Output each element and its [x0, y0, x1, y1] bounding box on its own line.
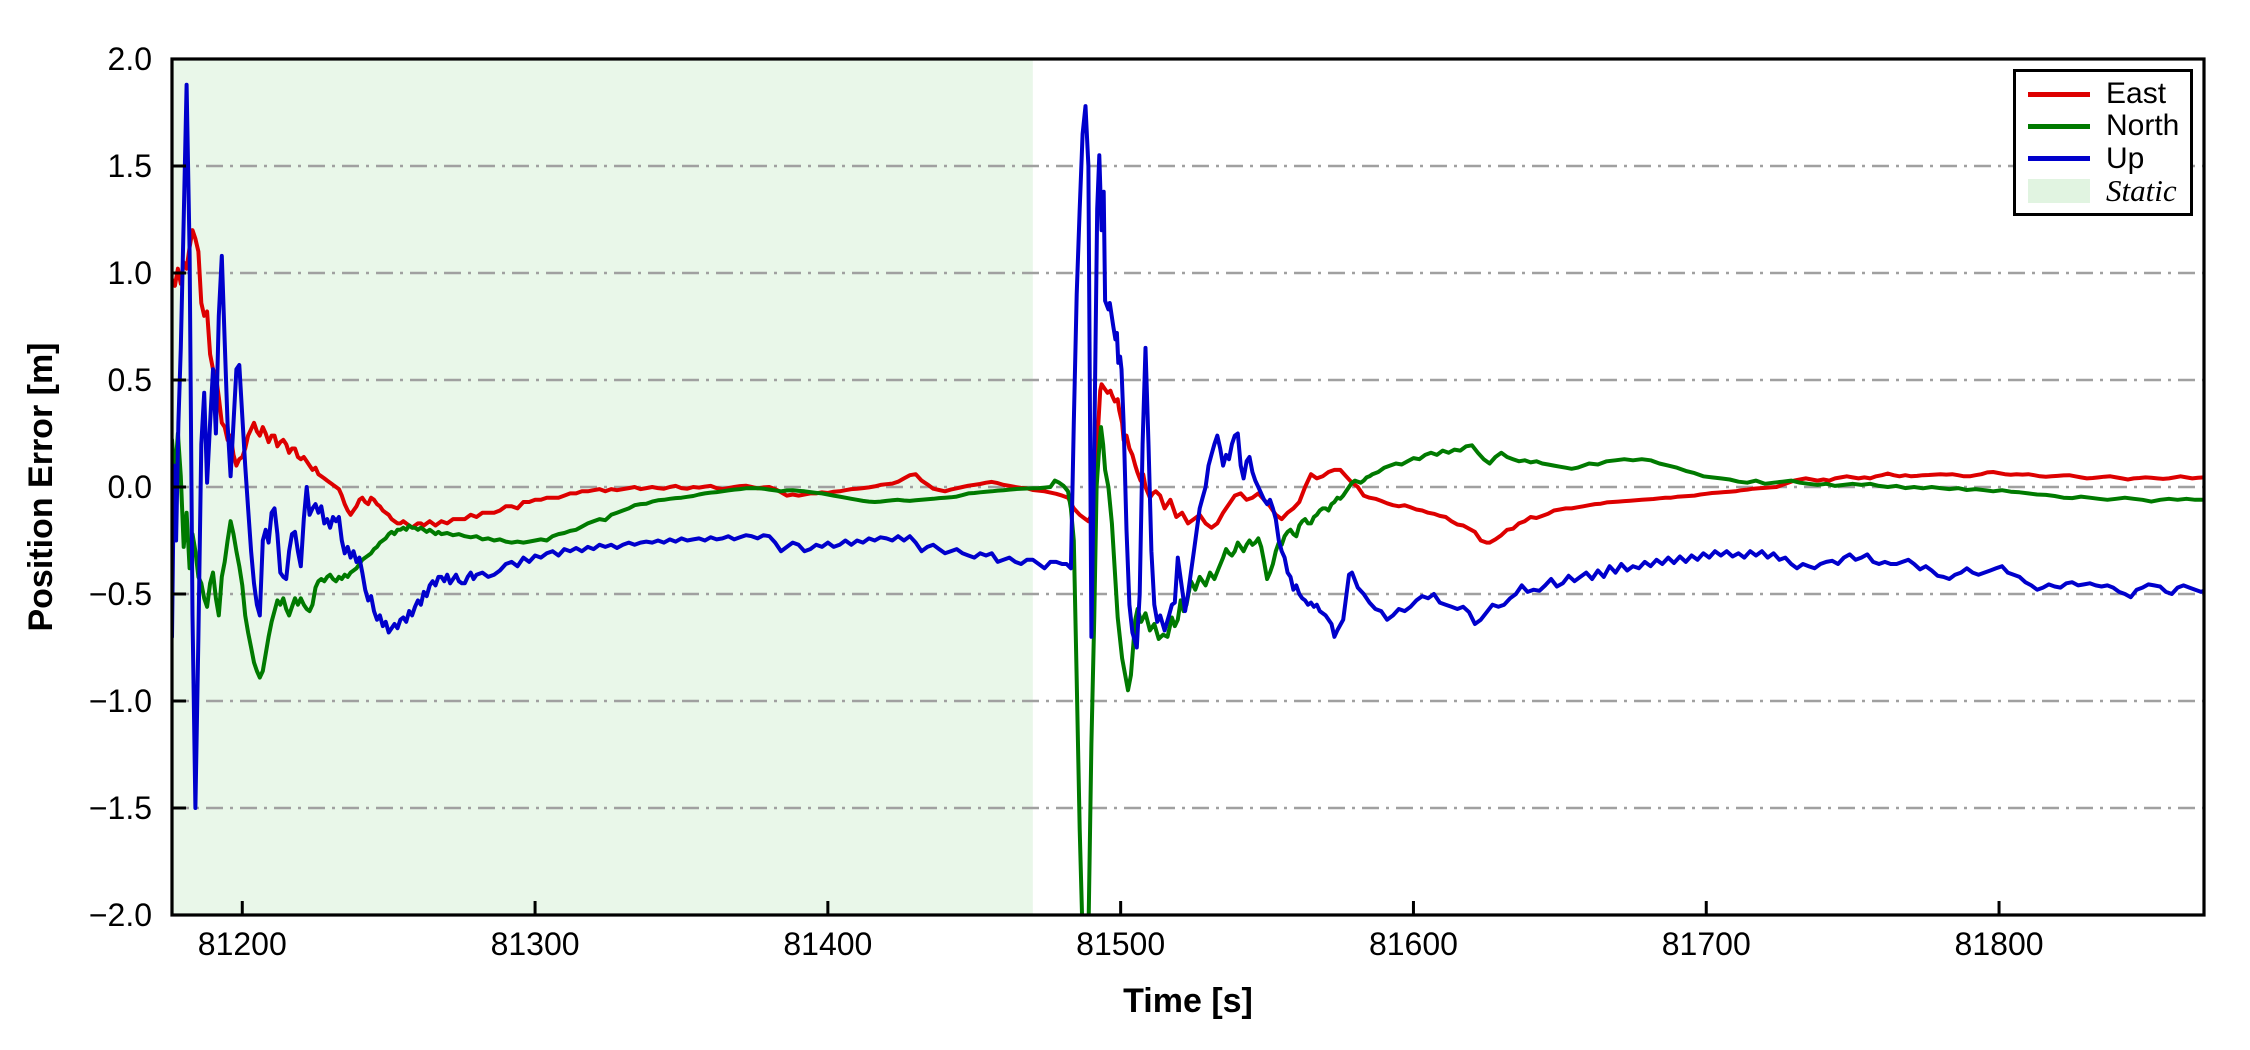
- x-axis-title: Time [s]: [1123, 982, 1253, 1020]
- y-tick-label: −2.0: [89, 897, 152, 933]
- series-lines: [172, 82, 2204, 915]
- x-tick-label: 81400: [783, 926, 872, 962]
- legend-entry-east: East: [2028, 78, 2180, 110]
- x-tick-label: 81300: [491, 926, 580, 962]
- x-tick-label: 81600: [1369, 926, 1458, 962]
- x-tick-label: 81800: [1955, 926, 2044, 962]
- legend-label-north: North: [2106, 109, 2180, 143]
- up-line-swatch: [2028, 156, 2090, 162]
- x-tick-labels: 81200 81300 81400 81500 81600 81700 81800: [198, 926, 2044, 962]
- legend-entry-up: Up: [2028, 143, 2180, 175]
- y-tick-label: 0.0: [108, 469, 152, 505]
- legend-label-static: Static: [2106, 173, 2177, 209]
- east-line-swatch: [2028, 91, 2090, 97]
- legend-label-up: Up: [2106, 141, 2145, 175]
- plot-border: [170, 57, 2206, 917]
- y-tick-label: −1.0: [89, 683, 152, 719]
- series-line-up: [172, 82, 2204, 810]
- x-tick-label: 81500: [1076, 926, 1165, 962]
- x-tick-label: 81200: [198, 926, 287, 962]
- y-tick-label: −1.5: [89, 790, 152, 826]
- y-tick-label: 2.0: [108, 41, 152, 77]
- legend-label-east: East: [2106, 77, 2167, 111]
- y-tick-label: 1.5: [108, 148, 152, 184]
- x-tick-label: 81700: [1662, 926, 1751, 962]
- y-tick-label: 1.0: [108, 255, 152, 291]
- y-tick-label: −0.5: [89, 576, 152, 612]
- static-patch-swatch: [2028, 178, 2090, 203]
- y-tick-label: 0.5: [108, 362, 152, 398]
- static-region-shading: [172, 59, 1033, 915]
- y-axis-title: Position Error [m]: [22, 342, 60, 631]
- y-tick-labels: −2.0 −1.5 −1.0 −0.5 0.0 0.5 1.0 1.5 2.0: [89, 41, 152, 933]
- legend-entry-north: North: [2028, 110, 2180, 142]
- legend: East North Up Static: [2013, 69, 2193, 216]
- legend-entry-static: Static: [2028, 175, 2180, 207]
- north-line-swatch: [2028, 123, 2090, 129]
